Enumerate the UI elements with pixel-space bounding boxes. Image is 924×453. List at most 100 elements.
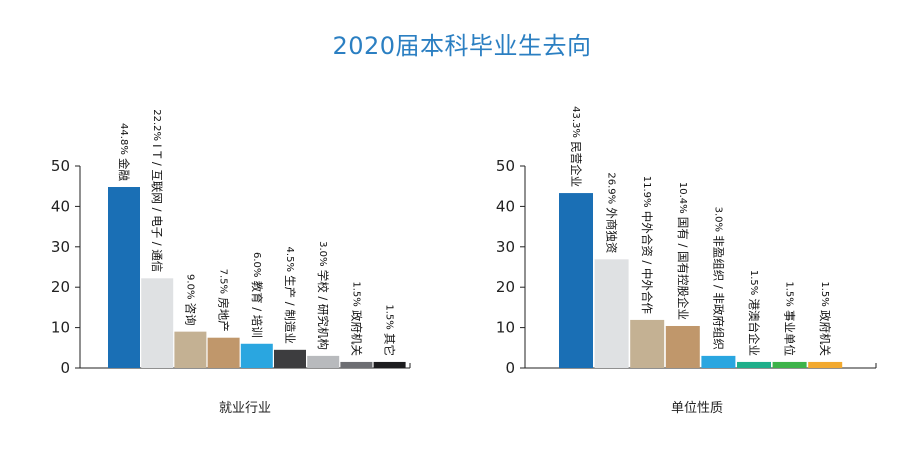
bar-category-label: 学校 / 研究机构 — [317, 270, 331, 350]
bar-label: 3.0% 学校 / 研究机构 — [317, 241, 331, 350]
bar — [808, 361, 843, 368]
bar-category-label: 中外合资 / 中外合作 — [641, 211, 655, 315]
bar-value-label: 1.5% — [819, 281, 830, 310]
bar-label: 26.9% 外商独资 — [605, 172, 619, 253]
bar-label-group: 43.3% 民营企业 — [570, 106, 584, 187]
bar — [174, 331, 207, 368]
x-axis-label: 就业行业 — [219, 401, 271, 416]
bar-value-label: 1.5% — [384, 304, 395, 333]
bar-label: 7.5% 房地产 — [217, 269, 231, 332]
bar — [665, 325, 700, 368]
bar-label: 1.5% 其它 — [383, 304, 397, 356]
bar-value-label: 26.9% — [606, 172, 617, 207]
bar — [141, 278, 174, 368]
bar-label: 22.2% I T / 互联网 / 电子 / 通信 — [151, 109, 165, 272]
bar-label-group: 11.9% 中外合资 / 中外合作 — [641, 176, 655, 315]
bar-value-label: 4.5% — [284, 247, 295, 276]
bar-category-label: 咨询 — [184, 303, 198, 326]
bar — [274, 349, 306, 368]
bar — [373, 361, 406, 368]
bar-label-group: 1.5% 其它 — [383, 304, 397, 356]
bar — [108, 187, 140, 368]
y-tick-label: 0 — [60, 359, 70, 377]
y-tick-label: 20 — [496, 278, 515, 296]
y-tick-label: 20 — [51, 278, 70, 296]
y-tick-label: 30 — [496, 238, 515, 256]
bar — [772, 361, 807, 368]
bar-label: 4.5% 生产 / 制造业 — [284, 247, 298, 344]
bar-value-label: 44.8% — [118, 123, 129, 158]
bar — [737, 361, 771, 368]
y-tick-label: 0 — [505, 359, 515, 377]
bar — [701, 355, 736, 368]
y-tick-label: 30 — [51, 238, 70, 256]
bar-label: 6.0% 教育 / 培训 — [250, 252, 264, 338]
bar — [630, 319, 665, 368]
page-title: 2020届本科毕业生去向 — [332, 32, 592, 60]
bar-category-label: 港澳台企业 — [748, 298, 762, 356]
bar-label-group: 9.0% 咨询 — [184, 274, 198, 326]
bar-value-label: 43.3% — [570, 106, 581, 141]
bar-label-group: 1.5% 政府机关 — [350, 281, 364, 356]
bar-value-label: 7.5% — [218, 269, 229, 298]
bar-category-label: 金融 — [118, 158, 132, 181]
bar-category-label: 外商独资 — [605, 207, 619, 253]
bar-label-group: 22.2% I T / 互联网 / 电子 / 通信 — [151, 109, 165, 272]
bar-label: 43.3% 民营企业 — [570, 106, 584, 187]
bar-label-group: 6.0% 教育 / 培训 — [250, 252, 264, 338]
bar-label-group: 4.5% 生产 / 制造业 — [284, 247, 298, 344]
bar-value-label: 6.0% — [251, 252, 262, 281]
bar-category-label: 其它 — [383, 333, 397, 356]
y-tick-label: 40 — [496, 197, 515, 215]
bar-value-label: 1.5% — [350, 281, 361, 310]
y-tick-label: 10 — [496, 319, 515, 337]
bar-label: 10.4% 国有 / 国有控股企业 — [676, 182, 690, 320]
bar-label-group: 1.5% 政府机关 — [819, 281, 833, 356]
bar-label: 1.5% 政府机关 — [350, 281, 364, 356]
bar-label: 44.8% 金融 — [118, 123, 132, 181]
bar-category-label: 教育 / 培训 — [250, 281, 264, 338]
bar — [340, 361, 373, 368]
bar-category-label: 生产 / 制造业 — [284, 275, 298, 344]
bar-category-label: 政府机关 — [350, 310, 364, 356]
bar-label-group: 3.0% 学校 / 研究机构 — [317, 241, 331, 350]
bar-value-label: 22.2% — [151, 109, 162, 144]
bar-label-group: 1.5% 港澳台企业 — [748, 270, 762, 356]
y-tick-label: 40 — [51, 197, 70, 215]
chart-employer-type: 0 10 20 30 40 50 43.3% 民营企业 26.9% 外商独资 11.9% 中外合… — [496, 106, 877, 416]
bar-label: 1.5% 事业单位 — [783, 281, 797, 356]
bar-label-group: 44.8% 金融 — [118, 123, 132, 181]
bar-category-label: 房地产 — [217, 297, 231, 332]
bar-label-group: 1.5% 事业单位 — [783, 281, 797, 356]
bar-label: 1.5% 政府机关 — [819, 281, 833, 356]
bar-value-label: 1.5% — [748, 270, 759, 299]
bar — [207, 337, 240, 368]
bar — [559, 193, 593, 368]
bar — [307, 355, 340, 368]
x-axis-label: 单位性质 — [671, 401, 723, 416]
y-tick-label: 50 — [496, 157, 515, 175]
bar-label-group: 10.4% 国有 / 国有控股企业 — [676, 182, 690, 320]
bar — [594, 259, 629, 368]
bar-category-label: 事业单位 — [783, 310, 797, 356]
bar-label: 1.5% 港澳台企业 — [748, 270, 762, 356]
bar-label: 9.0% 咨询 — [184, 274, 198, 326]
bar-label: 3.0% 非盈组织 / 非政府组织 — [712, 207, 726, 350]
bar-label-group: 26.9% 外商独资 — [605, 172, 619, 253]
bar-value-label: 10.4% — [677, 182, 688, 217]
bar — [240, 343, 273, 368]
bar-label-group: 3.0% 非盈组织 / 非政府组织 — [712, 207, 726, 350]
bar-label-group: 7.5% 房地产 — [217, 269, 231, 332]
y-tick-label: 10 — [51, 319, 70, 337]
chart-industry: 0 10 20 30 40 50 44.8% 金融 22.2% I T / 互联网 / 电子 … — [51, 109, 411, 416]
bar-value-label: 9.0% — [184, 274, 195, 303]
bar-value-label: 1.5% — [784, 281, 795, 310]
bar-category-label: 国有 / 国有控股企业 — [676, 217, 690, 320]
bar-label: 11.9% 中外合资 / 中外合作 — [641, 176, 655, 315]
bar-category-label: 政府机关 — [819, 310, 833, 356]
bar-category-label: 民营企业 — [570, 141, 584, 187]
bar-value-label: 3.0% — [317, 241, 328, 270]
bar-value-label: 3.0% — [712, 207, 723, 236]
y-tick-label: 50 — [51, 157, 70, 175]
